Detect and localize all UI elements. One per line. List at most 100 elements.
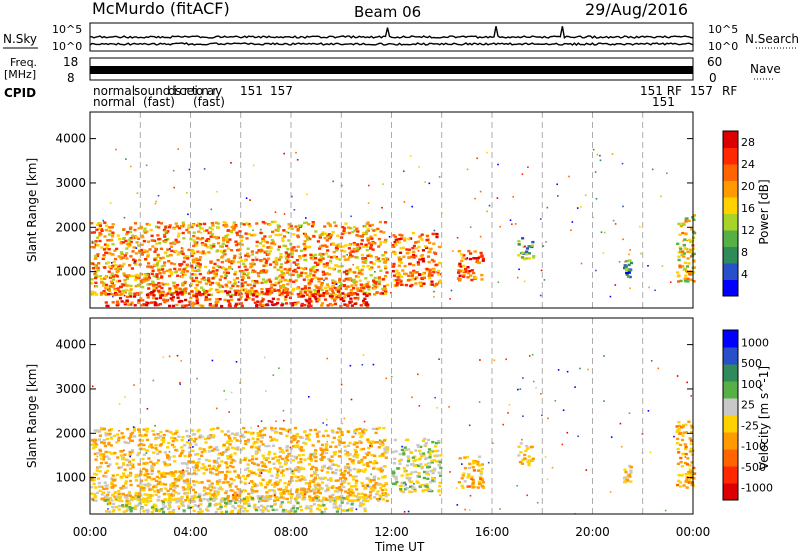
velocity-echo-cell xyxy=(377,477,381,480)
velocity-echo-cell xyxy=(226,494,230,498)
power-noise-cell xyxy=(350,215,352,218)
velocity-echo-cell xyxy=(99,454,103,457)
power-echo-cell xyxy=(133,295,137,298)
velocity-noise-cell xyxy=(417,373,419,376)
power-echo-cell xyxy=(158,272,162,275)
power-echo-cell xyxy=(459,265,463,268)
noise-left-tick-bottom: 10^0 xyxy=(52,40,82,53)
power-echo-cell xyxy=(349,291,353,295)
velocity-echo-cell xyxy=(340,433,344,437)
velocity-echo-cell xyxy=(337,438,341,441)
velocity-echo-cell xyxy=(198,510,202,514)
power-echo-cell xyxy=(410,283,414,287)
velocity-echo-cell xyxy=(321,452,325,455)
velocity-echo-cell xyxy=(266,494,270,498)
power-echo-cell xyxy=(377,237,381,241)
power-echo-cell xyxy=(199,238,203,241)
power-echo-cell xyxy=(692,252,696,256)
power-echo-cell xyxy=(279,285,283,288)
power-echo-cell xyxy=(327,233,331,236)
power-echo-cell xyxy=(156,253,160,257)
power-echo-cell xyxy=(150,234,154,237)
velocity-echo-cell xyxy=(150,467,154,471)
power-echo-cell xyxy=(532,256,536,259)
power-echo-cell xyxy=(404,283,408,287)
velocity-echo-cell xyxy=(322,465,326,469)
velocity-echo-cell xyxy=(261,454,265,457)
velocity-noise-cell xyxy=(620,445,623,448)
power-echo-cell xyxy=(288,296,292,299)
power-echo-cell xyxy=(253,270,257,273)
power-echo-cell xyxy=(255,295,259,298)
power-echo-cell xyxy=(138,258,142,262)
cpid-label: CPID xyxy=(4,86,36,100)
power-echo-cell xyxy=(270,289,274,292)
velocity-echo-cell xyxy=(319,448,323,452)
station-title: McMurdo (fitACF) xyxy=(92,0,230,18)
power-noise-cell xyxy=(382,292,384,295)
power-echo-cell xyxy=(199,223,203,226)
power-echo-cell xyxy=(294,279,298,282)
velocity-echo-cell xyxy=(330,455,334,458)
power-echo-cell xyxy=(261,237,265,240)
velocity-echo-cell xyxy=(194,443,198,446)
power-echo-cell xyxy=(201,293,205,296)
power-echo-cell xyxy=(158,285,162,288)
velocity-echo-cell xyxy=(127,474,131,477)
power-echo-cell xyxy=(284,255,288,258)
power-echo-cell xyxy=(206,272,210,275)
power-echo-cell xyxy=(135,293,139,296)
velocity-noise-cell xyxy=(456,487,458,489)
power-echo-cell xyxy=(337,286,341,289)
velocity-echo-cell xyxy=(437,464,441,467)
power-echo-cell xyxy=(251,293,256,296)
velocity-noise-cell xyxy=(257,425,259,427)
power-echo-cell xyxy=(155,273,159,276)
power-noise-cell xyxy=(540,269,543,272)
velocity-echo-cell xyxy=(127,499,131,503)
velocity-echo-cell xyxy=(473,461,477,464)
power-echo-cell xyxy=(101,257,105,260)
velocity-echo-cell xyxy=(243,489,248,493)
power-noise-cell xyxy=(433,296,435,298)
power-echo-cell xyxy=(681,222,685,225)
velocity-echo-cell xyxy=(193,469,197,472)
power-echo-cell xyxy=(481,257,485,261)
power-echo-cell xyxy=(271,297,275,300)
power-echo-cell xyxy=(313,253,317,257)
power-echo-cell xyxy=(165,299,169,303)
velocity-echo-cell xyxy=(299,468,303,471)
power-echo-cell xyxy=(461,256,465,260)
power-echo-cell xyxy=(309,269,313,272)
velocity-echo-cell xyxy=(180,439,184,442)
power-echo-cell xyxy=(296,234,300,237)
power-echo-cell xyxy=(268,292,272,295)
power-echo-cell xyxy=(242,272,246,276)
power-echo-cell xyxy=(375,285,379,289)
velocity-echo-cell xyxy=(438,484,442,488)
power-echo-cell xyxy=(315,286,319,289)
power-echo-cell xyxy=(112,284,116,287)
power-echo-cell xyxy=(392,274,396,277)
power-echo-cell xyxy=(191,223,195,227)
power-noise-cell xyxy=(594,171,597,173)
velocity-echo-cell xyxy=(195,480,199,483)
velocity-echo-cell xyxy=(321,449,325,453)
power-echo-cell xyxy=(317,277,321,280)
nave-label: Nave xyxy=(750,62,781,76)
velocity-echo-cell xyxy=(258,497,262,500)
power-echo-cell xyxy=(401,246,406,249)
velocity-echo-cell xyxy=(162,471,166,475)
velocity-echo-cell xyxy=(239,435,243,438)
power-echo-cell xyxy=(203,242,207,246)
power-echo-cell xyxy=(313,261,317,264)
power-echo-cell xyxy=(273,266,277,269)
velocity-echo-cell xyxy=(409,472,413,476)
velocity-colorbar-tick: -100 xyxy=(741,440,766,453)
velocity-echo-cell xyxy=(253,503,257,507)
velocity-echo-cell xyxy=(279,488,283,491)
velocity-echo-cell xyxy=(298,447,302,450)
power-echo-cell xyxy=(175,290,179,294)
velocity-echo-cell xyxy=(339,483,344,486)
velocity-echo-cell xyxy=(310,474,314,477)
